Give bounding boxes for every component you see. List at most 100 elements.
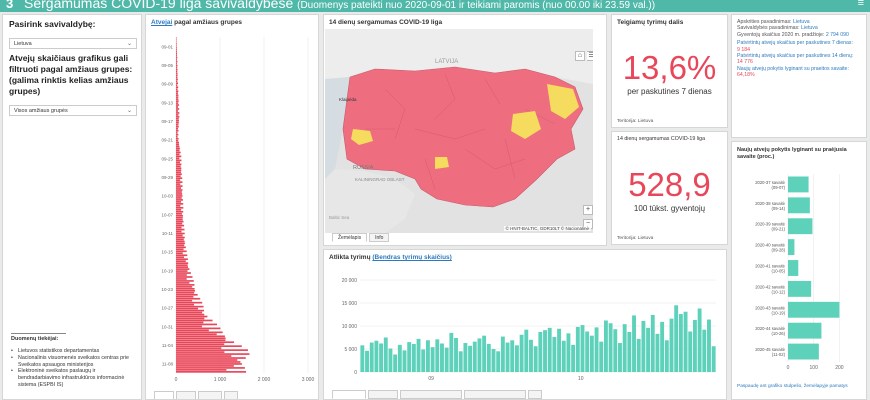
age-bar (176, 210, 184, 213)
tests-bar (538, 331, 543, 372)
tests-bar (468, 345, 473, 372)
age-bar (176, 301, 203, 304)
age-bar (176, 353, 250, 355)
age-bar (176, 203, 184, 205)
y-tick-label: 10-19 (161, 268, 173, 273)
x-tick-label: 3 000 (302, 377, 315, 383)
age-bar (176, 129, 179, 132)
age-tab-3[interactable] (198, 391, 222, 399)
age-bar (176, 165, 181, 168)
age-bar (176, 54, 177, 57)
home-icon[interactable]: ⌂ (575, 51, 585, 61)
tests-bar (552, 337, 557, 372)
tests-bar (402, 350, 407, 372)
chevron-down-icon: ⌄ (126, 108, 132, 114)
tests-bar (603, 320, 608, 372)
kaliningrad-label: KALININGRAD OBLAST (355, 177, 405, 182)
age-tab-4[interactable] (224, 391, 238, 399)
age-bar (176, 258, 188, 261)
age-bar (176, 347, 222, 349)
age-tab-2[interactable] (176, 391, 196, 399)
age-bar (176, 161, 180, 164)
age-bar (176, 311, 203, 314)
age-bar (176, 183, 181, 185)
total-tests-link[interactable]: (Bendras tyrimų skaičius) (372, 254, 452, 261)
tests-bar (557, 328, 562, 372)
age-bar (176, 238, 184, 241)
age-group-select[interactable]: Visos amžiaus grupės ⌄ (9, 105, 137, 116)
age-bar (176, 321, 204, 324)
tests-tab-2[interactable] (368, 390, 398, 399)
tests-chart: 0 5 000 10 000 15 000 20 000 09 10 (342, 278, 716, 382)
incidence-map[interactable]: LATVIJA RUSSIA KALININGRAD OBLAST Baltic… (325, 29, 593, 233)
tab-info[interactable]: Info (369, 233, 390, 242)
age-bar (176, 92, 178, 95)
age-bar (176, 234, 183, 237)
app-logo: 3 (6, 0, 14, 11)
tests-bar (440, 343, 444, 372)
tests-bar (599, 341, 604, 372)
age-bar (176, 133, 179, 136)
week-bar (788, 239, 795, 256)
municipality-select[interactable]: Lietuva ⌄ (9, 38, 137, 49)
tab-map[interactable]: Žemėlapis (332, 233, 368, 242)
tests-bar (688, 331, 693, 372)
list-icon[interactable]: ☰ (587, 51, 593, 61)
week-label: 2020-40 savaitė (755, 243, 785, 248)
baltic-sea-label: Baltic Sea (329, 215, 350, 220)
age-bar (176, 118, 179, 120)
age-bar (176, 68, 178, 71)
age-bar (176, 125, 179, 128)
age-bar (176, 60, 178, 63)
tests-bar (641, 320, 646, 372)
weekly-change-link[interactable]: Paspaudę ant grafiko stulpelio, žemėlapy… (737, 384, 848, 389)
age-bar (176, 173, 182, 176)
menu-icon[interactable]: ≡ (857, 0, 864, 9)
age-bar (176, 365, 234, 367)
age-bar (176, 141, 180, 144)
age-bar (176, 46, 177, 49)
age-bar (176, 110, 179, 112)
week-bar (788, 197, 810, 214)
age-bar (176, 50, 177, 53)
age-bar (176, 268, 190, 270)
tests-bar (477, 338, 482, 372)
tests-bar (655, 333, 660, 372)
age-bar (176, 252, 183, 255)
age-bar (176, 42, 177, 45)
tests-bar (669, 318, 674, 372)
tests-bar (594, 327, 599, 372)
week-label: 2020-43 savaitė (755, 305, 785, 310)
age-tab-1[interactable] (154, 391, 174, 399)
age-bar (176, 64, 178, 67)
tests-tab-1[interactable] (332, 390, 366, 399)
x-tick-label: 1 000 (214, 377, 227, 383)
age-bar (176, 319, 213, 322)
week-date-label: (11-02) (772, 352, 786, 357)
municipality-label: Pasirink savivaldybę: (9, 19, 96, 29)
y-tick-label: 10-23 (161, 287, 173, 292)
map-canvas: LATVIJA RUSSIA KALININGRAD OBLAST Baltic… (325, 29, 593, 233)
tests-bar (566, 333, 571, 372)
tests-bar (435, 339, 440, 372)
y-tick-label: 10-15 (161, 250, 173, 255)
age-bar (176, 191, 182, 193)
age-bar (176, 96, 179, 98)
tests-tab-4[interactable] (464, 390, 526, 399)
territory-label: Teritorija: Lietuva (617, 236, 654, 241)
week-bar (788, 260, 799, 276)
tests-tab-5[interactable] (528, 390, 542, 399)
tests-tab-3[interactable] (400, 390, 462, 399)
lithuania-region (342, 66, 584, 208)
age-bar (176, 240, 185, 243)
age-bar (176, 135, 178, 138)
cases-link[interactable]: Atvejai (151, 19, 173, 26)
tests-bar (692, 320, 697, 372)
y-tick-label: 09-13 (161, 100, 173, 105)
tests-bar (491, 349, 496, 372)
territory-label: Teritorija: Lietuva (617, 119, 654, 124)
age-bar (176, 289, 195, 292)
age-bar (176, 329, 209, 332)
tests-bar (369, 342, 374, 372)
zoom-in-button[interactable]: + (583, 205, 593, 215)
